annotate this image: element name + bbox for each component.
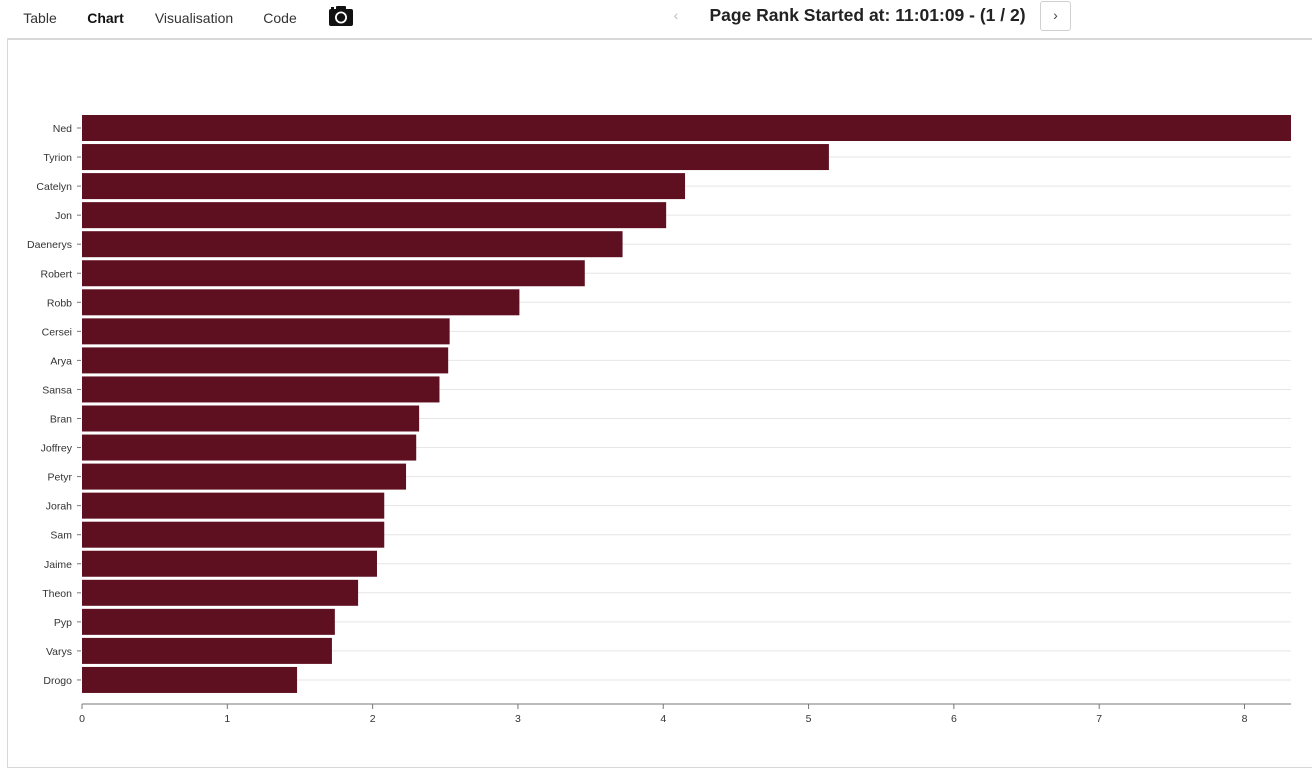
x-tick-label: 1 <box>224 713 230 725</box>
chart-panel <box>7 38 1312 768</box>
y-axis: Ned Tyrion Catelyn Jon Daenerys Robert Robb Cer… <box>27 123 81 687</box>
bar-cersei <box>82 318 450 345</box>
x-tick-label: 0 <box>79 713 85 725</box>
x-tick-label: 8 <box>1242 713 1248 725</box>
camera-icon[interactable] <box>328 5 354 27</box>
bar-catelyn <box>82 173 686 200</box>
previous-run-button[interactable]: ‹ <box>673 7 679 23</box>
category-label: Jaime <box>44 559 72 571</box>
x-tick-label: 4 <box>660 713 666 725</box>
category-label: Joffrey <box>41 443 73 455</box>
top-toolbar: Table Chart Visualisation Code ‹ Page Ra… <box>0 0 1312 40</box>
bar-bran <box>82 405 420 432</box>
category-label: Drogo <box>43 675 72 687</box>
category-label: Daenerys <box>27 239 72 251</box>
x-tick-label: 3 <box>515 713 521 725</box>
tab-table[interactable]: Table <box>23 10 57 26</box>
category-label: Robert <box>40 268 72 280</box>
category-label: Cersei <box>42 326 72 338</box>
bar-theon <box>82 579 359 606</box>
category-label: Catelyn <box>36 181 72 193</box>
category-label: Arya <box>50 355 72 367</box>
bar-varys <box>82 637 332 664</box>
bar-robert <box>82 260 585 287</box>
category-label: Petyr <box>47 472 72 484</box>
bar-joffrey <box>82 434 417 461</box>
bar-ned <box>82 115 1291 141</box>
x-tick-label: 6 <box>951 713 957 725</box>
category-label: Jon <box>55 210 72 222</box>
bar-layer <box>82 115 1291 693</box>
bar-jon <box>82 202 667 229</box>
category-label: Sam <box>50 530 72 542</box>
x-tick-label: 5 <box>806 713 812 725</box>
bar-robb <box>82 289 520 316</box>
bar-drogo <box>82 666 298 693</box>
category-label: Theon <box>42 588 72 600</box>
bar-jorah <box>82 492 385 519</box>
bar-daenerys <box>82 231 623 258</box>
tab-code[interactable]: Code <box>263 10 297 26</box>
category-label: Robb <box>47 297 72 309</box>
category-label: Pyp <box>54 617 72 629</box>
next-run-button[interactable]: › <box>1040 1 1071 31</box>
tab-visualisation[interactable]: Visualisation <box>154 10 234 26</box>
bar-tyrion <box>82 144 829 171</box>
category-label: Jorah <box>46 501 72 513</box>
bar-jaime <box>82 550 377 577</box>
category-label: Sansa <box>42 384 72 396</box>
x-axis: 0 1 2 3 4 5 6 7 8 <box>79 703 1291 725</box>
bar-sansa <box>82 376 440 403</box>
bar-sam <box>82 521 385 548</box>
bar-arya <box>82 347 449 374</box>
category-label: Tyrion <box>43 152 72 164</box>
category-label: Varys <box>46 646 72 658</box>
x-tick-label: 7 <box>1096 713 1102 725</box>
run-title: Page Rank Started at: 11:01:09 - (1 / 2) <box>709 5 1026 25</box>
bar-petyr <box>82 463 407 490</box>
category-label: Ned <box>53 123 72 135</box>
category-label: Bran <box>50 414 72 426</box>
x-tick-label: 2 <box>370 713 376 725</box>
bar-pyp <box>82 608 335 635</box>
